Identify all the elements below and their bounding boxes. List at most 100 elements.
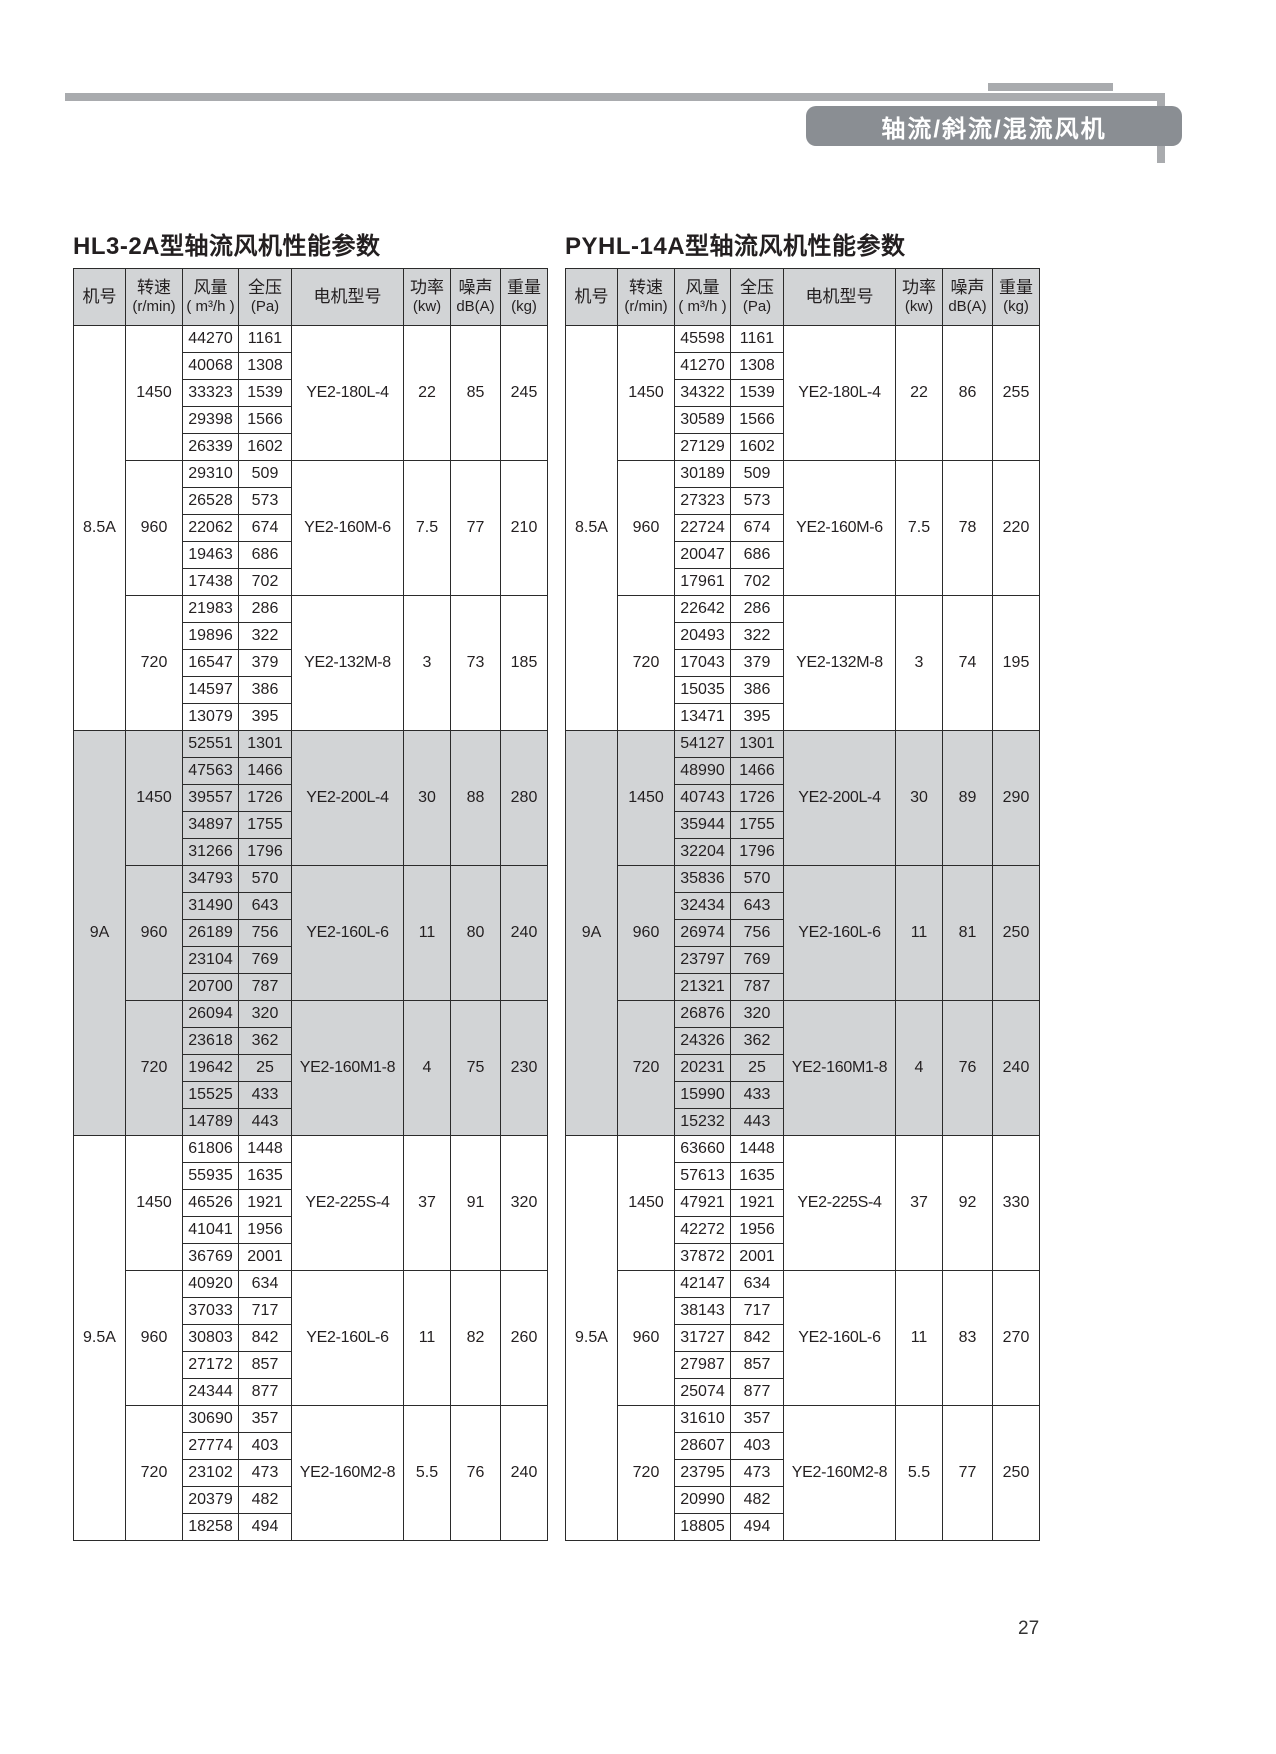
pressure-cell: 573 <box>730 487 784 515</box>
airflow-cell: 24344 <box>182 1378 239 1406</box>
pressure-cell: 379 <box>238 649 292 677</box>
pressure-cell: 25 <box>730 1054 784 1082</box>
airflow-cell: 23797 <box>674 946 731 974</box>
power-cell: 5.5 <box>403 1405 451 1541</box>
airflow-cell: 31727 <box>674 1324 731 1352</box>
pressure-cell: 1602 <box>238 433 292 461</box>
pressure-cell: 1161 <box>730 325 784 353</box>
table-row: 9A 1450 54127 1301 YE2-200L-4 30 89 290 <box>565 730 1040 1136</box>
column-header-line1: 功率 <box>410 278 444 297</box>
table-row: 15990 433 <box>566 1081 1040 1109</box>
power-cell: 3 <box>895 595 943 731</box>
pressure-cell: 403 <box>730 1432 784 1460</box>
pressure-cell: 25 <box>238 1054 292 1082</box>
pressure-cell: 1956 <box>238 1216 292 1244</box>
airflow-cell: 23795 <box>674 1459 731 1487</box>
pressure-cell: 877 <box>238 1378 292 1406</box>
model-cell: 8.5A <box>565 325 618 731</box>
table-row: 40743 1726 <box>566 784 1040 812</box>
table-row: 23618 362 <box>74 1027 548 1055</box>
speed-cell: 720 <box>125 595 183 731</box>
table-row: 720 30690 357 YE2-160M2-8 5.5 76 240 <box>74 1405 548 1541</box>
table-row: 41270 1308 <box>566 352 1040 380</box>
weight-cell: 210 <box>500 460 548 596</box>
table-row: 720 21983 286 YE2-132M-8 3 73 185 <box>74 595 548 731</box>
power-cell: 22 <box>895 325 943 461</box>
table-row: 34322 1539 <box>566 379 1040 407</box>
table-row: 15525 433 <box>74 1081 548 1109</box>
pressure-cell: 1635 <box>730 1162 784 1190</box>
power-cell: 4 <box>403 1000 451 1136</box>
pressure-cell: 1448 <box>238 1135 292 1163</box>
pressure-cell: 787 <box>238 973 292 1001</box>
table-row: 15035 386 <box>566 676 1040 704</box>
table-row: 31266 1796 <box>74 838 548 866</box>
airflow-cell: 27987 <box>674 1351 731 1379</box>
airflow-cell: 55935 <box>182 1162 239 1190</box>
table-row: 36769 2001 <box>74 1243 548 1271</box>
column-header: 机号 <box>73 268 126 326</box>
airflow-cell: 32434 <box>674 892 731 920</box>
pressure-cell: 634 <box>238 1270 292 1298</box>
column-header: 全压 (Pa) <box>238 268 292 326</box>
table-row: 8.5A 1450 44270 1161 YE2-180L-4 22 85 245 <box>73 325 548 731</box>
motor-cell: YE2-132M-8 <box>291 595 404 731</box>
table-row: 960 35836 570 YE2-160L-6 11 81 250 <box>566 865 1040 1001</box>
pressure-cell: 473 <box>730 1459 784 1487</box>
pressure-cell: 395 <box>238 703 292 731</box>
motor-cell: YE2-160M1-8 <box>291 1000 404 1136</box>
pressure-cell: 1956 <box>730 1216 784 1244</box>
pressure-cell: 494 <box>238 1513 292 1541</box>
pressure-cell: 395 <box>730 703 784 731</box>
table-row: 31490 643 <box>74 892 548 920</box>
noise-cell: 74 <box>942 595 993 731</box>
airflow-cell: 22724 <box>674 514 731 542</box>
airflow-cell: 21321 <box>674 973 731 1001</box>
column-header-line2: ( m³/h ) <box>186 298 235 316</box>
airflow-cell: 48990 <box>674 757 731 785</box>
power-cell: 5.5 <box>895 1405 943 1541</box>
table-row: 26339 1602 <box>74 433 548 461</box>
airflow-cell: 17961 <box>674 568 731 596</box>
noise-cell: 77 <box>450 460 501 596</box>
pressure-cell: 857 <box>238 1351 292 1379</box>
airflow-cell: 37033 <box>182 1297 239 1325</box>
noise-cell: 92 <box>942 1135 993 1271</box>
weight-cell: 260 <box>500 1270 548 1406</box>
airflow-cell: 26528 <box>182 487 239 515</box>
airflow-cell: 34793 <box>182 865 239 893</box>
airflow-cell: 40743 <box>674 784 731 812</box>
speed-cell: 720 <box>617 1405 675 1541</box>
header-accent-bar-top <box>988 83 1113 91</box>
speed-cell: 1450 <box>617 730 675 866</box>
pressure-cell: 433 <box>730 1081 784 1109</box>
weight-cell: 320 <box>500 1135 548 1271</box>
pressure-cell: 1466 <box>238 757 292 785</box>
speed-cell: 960 <box>125 1270 183 1406</box>
airflow-cell: 28607 <box>674 1432 731 1460</box>
table-row: 720 31610 357 YE2-160M2-8 5.5 77 250 <box>566 1405 1040 1541</box>
pressure-cell: 1539 <box>238 379 292 407</box>
table-row: 19463 686 <box>74 541 548 569</box>
airflow-cell: 26876 <box>674 1000 731 1028</box>
pressure-cell: 482 <box>730 1486 784 1514</box>
pressure-cell: 362 <box>238 1027 292 1055</box>
pressure-cell: 1161 <box>238 325 292 353</box>
airflow-cell: 13471 <box>674 703 731 731</box>
airflow-cell: 41270 <box>674 352 731 380</box>
table-row: 42272 1956 <box>566 1216 1040 1244</box>
table-row: 960 29310 509 YE2-160M-6 7.5 77 210 <box>74 460 548 596</box>
pressure-cell: 1466 <box>730 757 784 785</box>
noise-cell: 88 <box>450 730 501 866</box>
pressure-cell: 386 <box>238 676 292 704</box>
table-row: 30589 1566 <box>566 406 1040 434</box>
table-row: 39557 1726 <box>74 784 548 812</box>
noise-cell: 75 <box>450 1000 501 1136</box>
airflow-cell: 14597 <box>182 676 239 704</box>
airflow-cell: 31490 <box>182 892 239 920</box>
pressure-cell: 494 <box>730 1513 784 1541</box>
table-row: 13079 395 <box>74 703 548 731</box>
weight-cell: 240 <box>500 865 548 1001</box>
table-row: 20493 322 <box>566 622 1040 650</box>
airflow-cell: 30189 <box>674 460 731 488</box>
